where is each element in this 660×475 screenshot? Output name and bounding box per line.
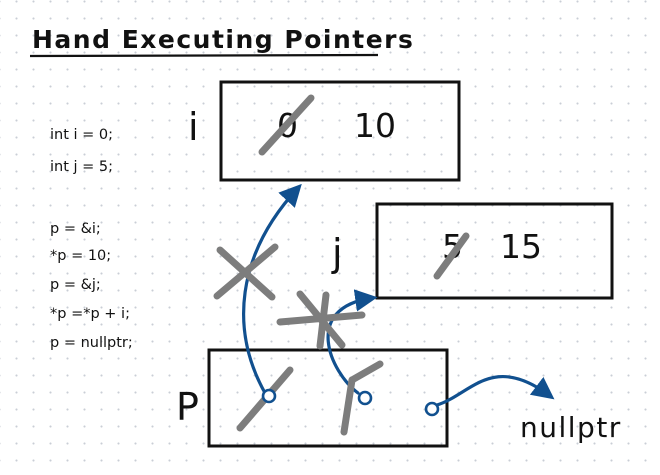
variable-i: i 0 10: [188, 82, 459, 180]
p-old-value-strike-2a: [344, 380, 352, 432]
code-line-decl-i: int i = 0;: [50, 127, 113, 143]
variable-i-new-value: 10: [354, 106, 396, 145]
variable-i-label: i: [188, 105, 199, 149]
title-underline: [30, 55, 378, 56]
code-listing: int i = 0; int j = 5; p = &i; *p = 10; p…: [50, 127, 133, 351]
strike-marks: [217, 247, 380, 432]
arrow-origin-dot-1: [263, 390, 275, 402]
variable-j-box: [377, 204, 612, 298]
code-line-deref-set: *p = 10;: [50, 248, 111, 264]
variable-j: j 5 15: [331, 204, 612, 298]
code-line-assign-null: p = nullptr;: [50, 335, 133, 351]
code-line-deref-add: *p =*p + i;: [50, 306, 130, 322]
arrow-origin-dot-3: [426, 403, 438, 415]
arrow-origin-dot-2: [359, 392, 371, 404]
nullptr-label: nullptr: [520, 411, 622, 444]
variable-p-box: [209, 350, 447, 446]
variable-j-new-value: 15: [500, 227, 542, 266]
variable-p: P: [176, 350, 447, 446]
variable-i-box: [221, 82, 459, 180]
code-line-assign-p-i: p = &i;: [50, 221, 101, 237]
code-line-assign-p-j: p = &j;: [50, 277, 101, 293]
arrow-p-to-nullptr: [437, 377, 550, 405]
arrow-p-to-j-strike-c: [320, 295, 326, 346]
variable-j-label: j: [331, 231, 343, 275]
p-old-value-strike-2b: [352, 364, 380, 380]
page-title: Hand Executing Pointers: [32, 25, 414, 54]
arrow-p-to-i: [244, 188, 298, 393]
code-line-decl-j: int j = 5;: [50, 159, 113, 175]
variable-p-label: P: [176, 385, 199, 429]
